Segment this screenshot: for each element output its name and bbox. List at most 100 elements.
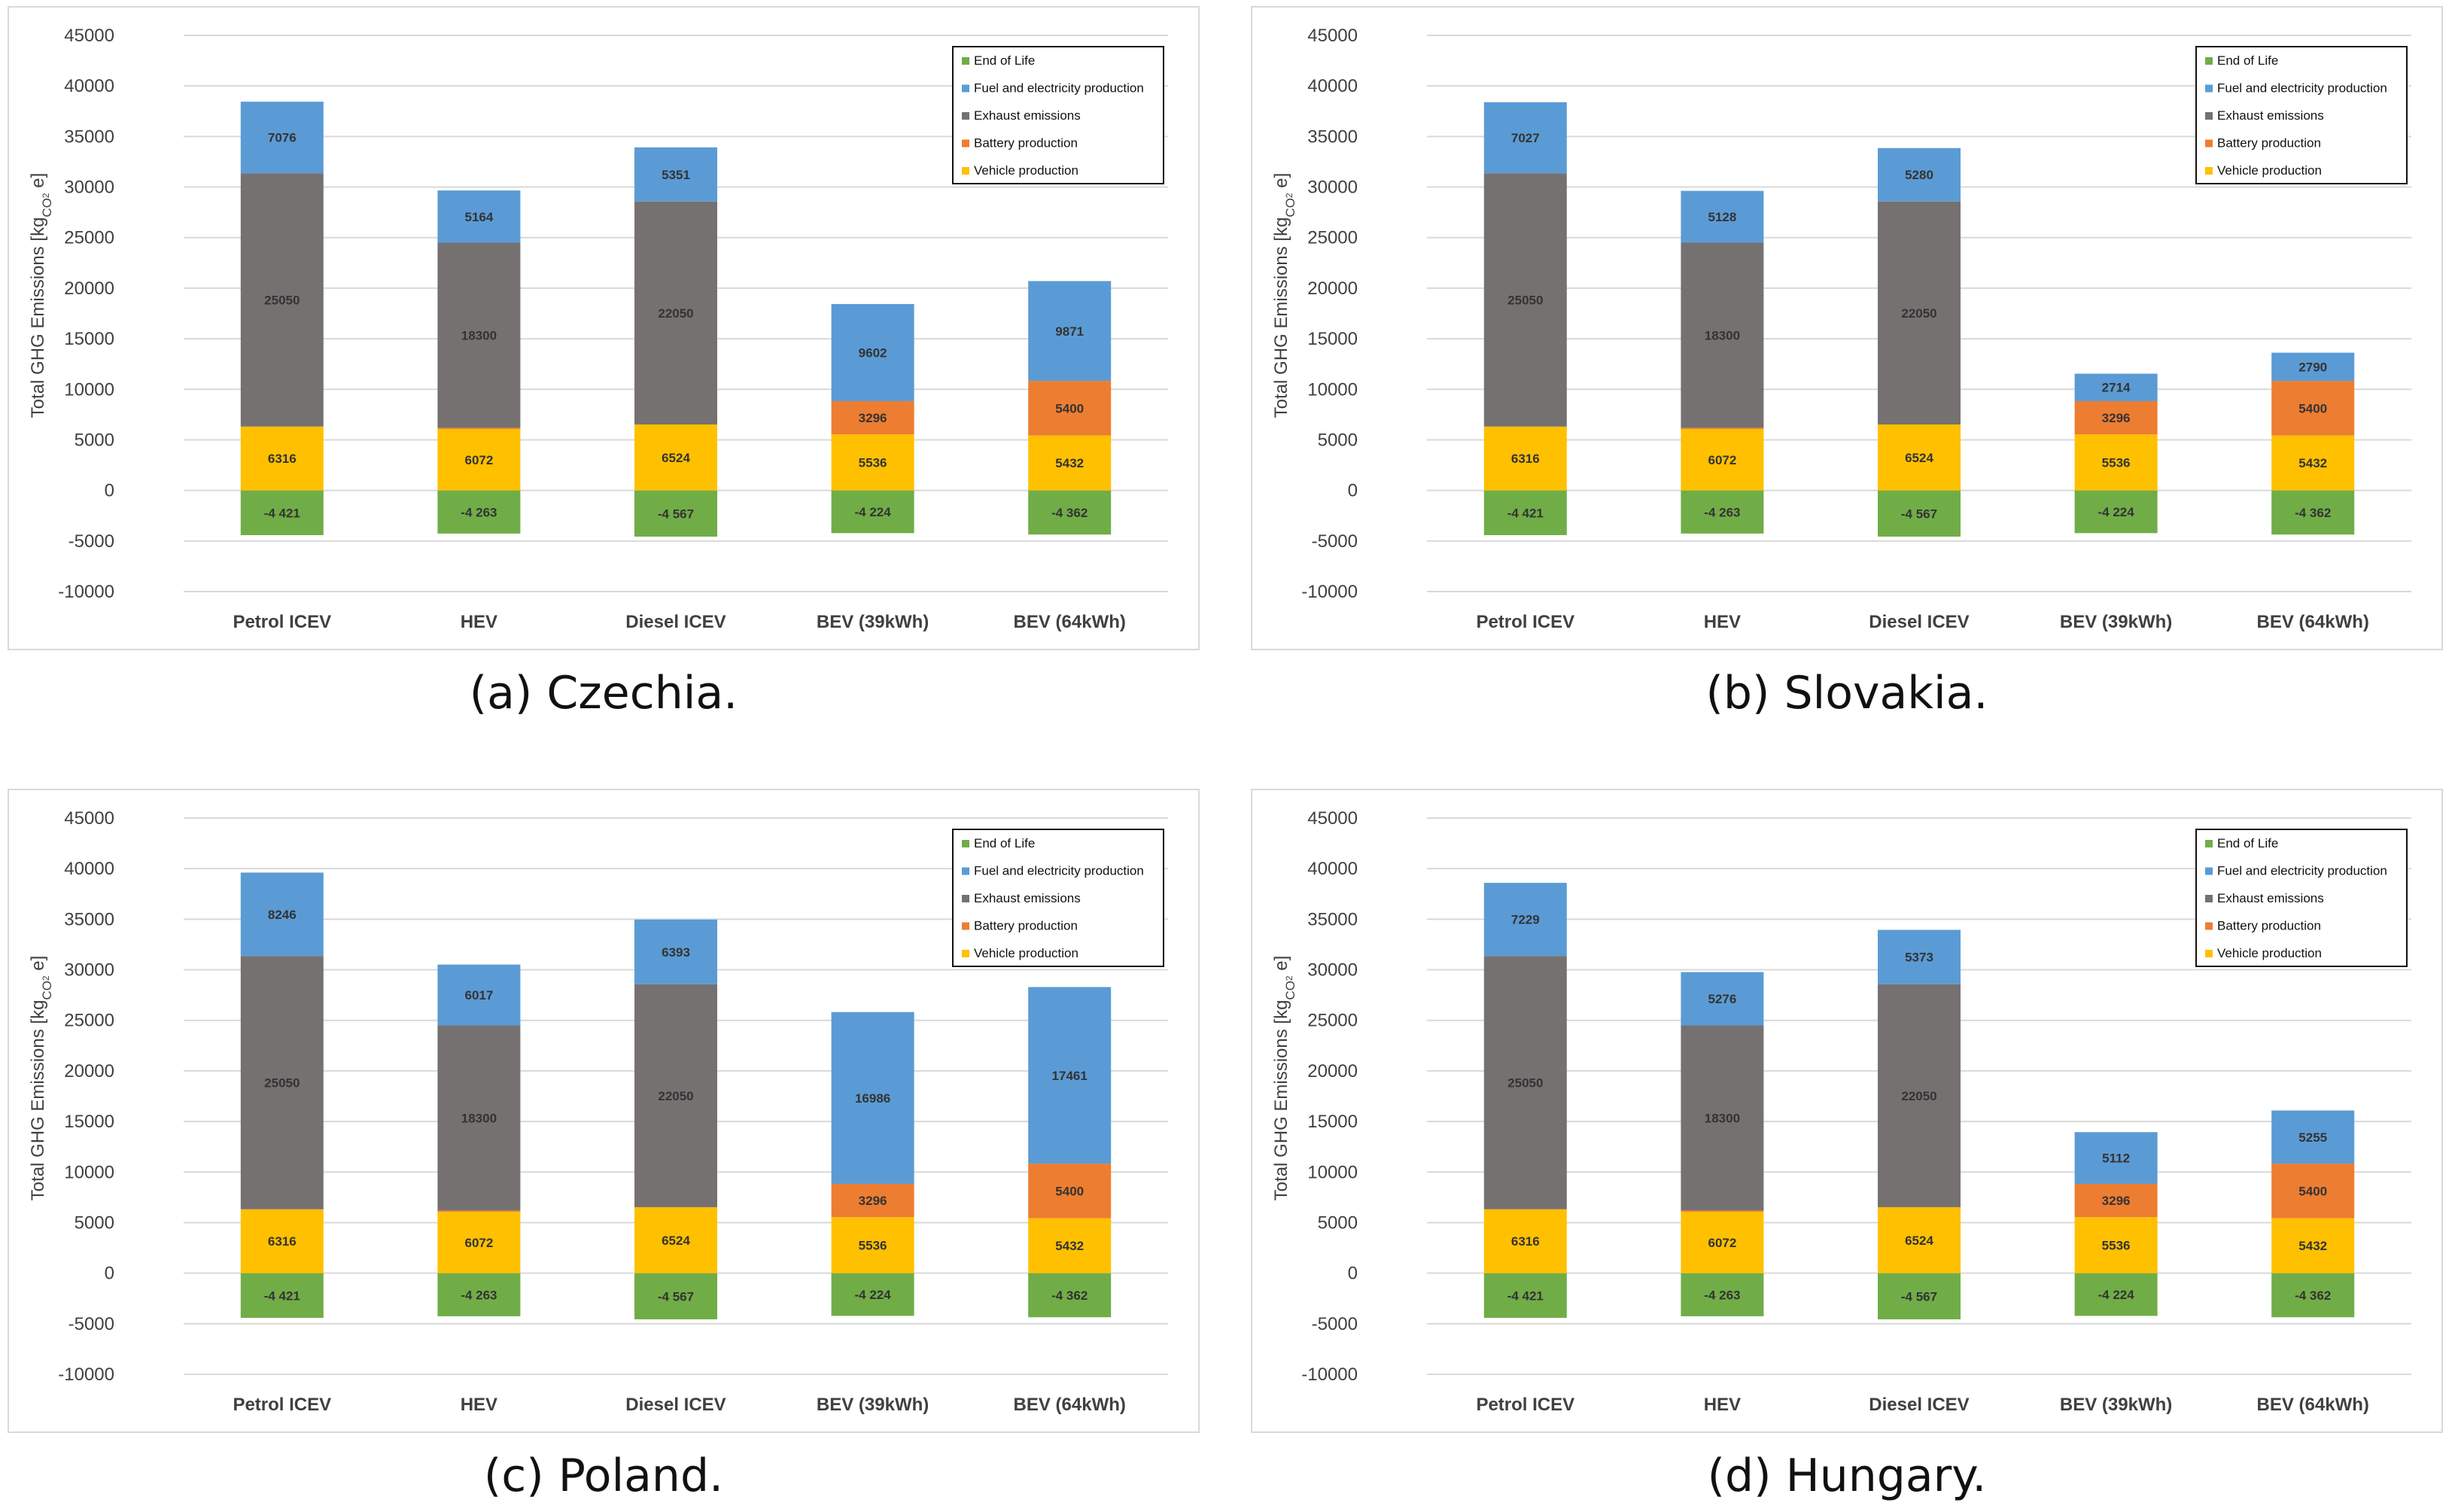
chart-frame: -10000 -5000 0 5000 10000 15000 20000 25000 3000…: [8, 6, 1200, 650]
bar-segment-battery: [2271, 381, 2355, 436]
data-label: 5400: [2298, 1184, 2327, 1198]
x-category-label: HEV: [461, 1395, 497, 1415]
bar-segment-exhaust: [634, 201, 717, 424]
y-tick-label: 40000: [64, 859, 114, 879]
data-label: -4 263: [461, 505, 497, 519]
bar-segment-end-of-life: [437, 490, 521, 534]
data-label: 6316: [268, 452, 297, 466]
legend-swatch-end-of-life: [962, 57, 969, 65]
y-tick-label: 0: [1348, 1264, 1358, 1284]
chart-caption: (d) Hungary.: [1707, 1450, 1987, 1502]
bar-segment-battery: [2074, 400, 2158, 435]
data-label: 6017: [464, 988, 493, 1002]
legend-label: Battery production: [974, 919, 1078, 933]
bar-segment-battery: [437, 427, 521, 430]
data-label: 6524: [1905, 1234, 1933, 1248]
x-category-label: Petrol ICEV: [1476, 1395, 1574, 1415]
data-label: -4 224: [2098, 505, 2134, 519]
stacked-bar-chart: -10000 -5000 0 5000 10000 15000 20000 25000 3000…: [1271, 808, 2411, 1415]
y-tick-label: 15000: [64, 329, 114, 349]
data-label: 6072: [1708, 1236, 1736, 1250]
y-axis-label: Total GHG Emissions [kgCO2 e]: [28, 956, 54, 1201]
data-label: 18300: [461, 1111, 497, 1125]
chart-frame: -10000 -5000 0 5000 10000 15000 20000 25000 3000…: [1251, 789, 2443, 1433]
x-category-label: Diesel ICEV: [1869, 612, 1969, 632]
bar-segment-exhaust: [240, 956, 324, 1209]
x-category-label: Petrol ICEV: [233, 612, 331, 632]
bar-segment-end-of-life: [831, 490, 914, 534]
legend-label: Exhaust emissions: [2217, 108, 2324, 123]
y-tick-label: 45000: [64, 26, 114, 46]
x-category-label: Diesel ICEV: [625, 612, 726, 632]
bar-segment-end-of-life: [1028, 490, 1112, 535]
data-label: 5432: [1055, 1239, 1084, 1253]
legend-label: Fuel and electricity production: [974, 864, 1144, 878]
bar-segment-exhaust: [634, 984, 717, 1207]
data-label: 18300: [1705, 328, 1740, 342]
data-label: 6316: [1511, 452, 1540, 466]
legend-label: Vehicle production: [2217, 946, 2322, 960]
y-tick-label: 0: [1348, 481, 1358, 501]
x-category-label: Petrol ICEV: [233, 1395, 331, 1415]
bar-segment-exhaust: [1878, 201, 1961, 424]
data-label: 2790: [2298, 360, 2327, 374]
data-label: 5373: [1905, 951, 1933, 965]
data-label: -4 421: [1507, 506, 1544, 520]
data-label: 3296: [2102, 411, 2131, 425]
y-tick-label: 20000: [1307, 278, 1358, 299]
bar-segment-vehicle: [240, 426, 324, 491]
y-tick-label: 10000: [64, 379, 114, 400]
y-tick-label: -10000: [58, 582, 114, 602]
bar-segment-fuel: [1681, 190, 1764, 243]
y-tick-label: 35000: [1307, 126, 1358, 147]
x-category-label: BEV (39kWh): [2060, 1395, 2172, 1415]
bar-segment-fuel: [1028, 987, 1112, 1164]
legend-swatch-vehicle: [962, 950, 969, 957]
data-label: 6316: [1511, 1234, 1540, 1249]
bar-segment-battery: [1681, 1210, 1764, 1212]
legend-label: End of Life: [2217, 53, 2278, 68]
legend-swatch-fuel: [2205, 867, 2213, 875]
data-label: 25050: [1507, 1075, 1543, 1090]
y-tick-label: 45000: [1307, 26, 1358, 46]
legend-label: Fuel and electricity production: [2217, 864, 2387, 878]
bar-segment-fuel: [1483, 883, 1567, 957]
data-label: 25050: [264, 1075, 300, 1090]
y-tick-label: 5000: [1318, 430, 1358, 450]
x-category-label: Diesel ICEV: [1869, 1395, 1969, 1415]
stacked-bar-chart: -10000 -5000 0 5000 10000 15000 20000 25000 3000…: [1271, 26, 2411, 632]
legend-box: [2195, 46, 2408, 184]
legend-box: [952, 46, 1164, 184]
bar-segment-fuel: [831, 303, 914, 401]
bar-segment-end-of-life: [2074, 1273, 2158, 1316]
data-label: 5536: [859, 455, 887, 470]
legend-swatch-vehicle: [2205, 950, 2213, 957]
bar-segment-vehicle: [1028, 435, 1112, 491]
data-label: -4 224: [2098, 1288, 2134, 1302]
data-label: 7229: [1511, 913, 1540, 927]
bar-segment-vehicle: [634, 1206, 717, 1273]
bar-segment-fuel: [1028, 281, 1112, 382]
data-label: 6072: [1708, 453, 1736, 467]
data-label: -4 224: [854, 1288, 891, 1302]
legend-swatch-exhaust: [2205, 895, 2213, 902]
bar-segment-fuel: [1681, 972, 1764, 1026]
y-tick-label: 40000: [1307, 76, 1358, 96]
data-label: 5432: [2298, 456, 2327, 470]
data-label: 5536: [859, 1238, 887, 1252]
y-tick-label: 30000: [1307, 960, 1358, 981]
bar-segment-vehicle: [1483, 426, 1567, 491]
data-label: 5164: [464, 210, 493, 224]
bar-segment-vehicle: [437, 429, 521, 491]
data-label: 3296: [859, 411, 887, 425]
y-tick-label: 30000: [1307, 178, 1358, 198]
data-label: -4 362: [1051, 506, 1088, 520]
data-label: 3296: [859, 1194, 887, 1208]
chart-caption: (a) Czechia.: [469, 667, 738, 719]
bar-segment-end-of-life: [1483, 490, 1567, 536]
x-category-label: BEV (64kWh): [2257, 612, 2369, 632]
bar-segment-fuel: [240, 872, 324, 957]
y-tick-label: -10000: [1301, 582, 1358, 602]
data-label: 16986: [855, 1091, 890, 1106]
y-tick-label: -5000: [1312, 1314, 1358, 1334]
